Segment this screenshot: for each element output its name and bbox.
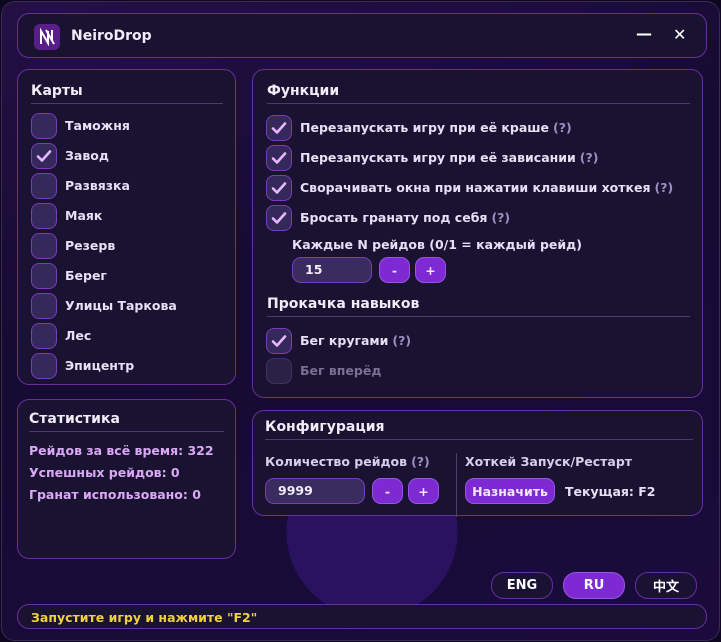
checkbox-label: Берег [65,268,107,283]
raids-plus-button[interactable]: + [408,478,439,504]
minimize-button[interactable]: — [636,24,652,43]
raids-count-label: Количество рейдов (?) [265,454,430,469]
close-button[interactable]: ✕ [673,25,687,44]
checkbox-label: Лес [65,328,92,343]
checkbox[interactable] [31,263,57,289]
checkbox-label: Таможня [65,118,130,133]
checkbox[interactable] [31,203,57,229]
checkmark-icon [271,182,287,194]
help-icon[interactable]: (?) [491,210,511,225]
checkbox[interactable] [266,328,292,354]
stat-total-raids: Рейдов за всё время: 322 [29,443,214,458]
checkbox[interactable] [31,323,57,349]
checkmark-icon [271,152,287,164]
status-text: Запустите игру и нажмите "F2" [31,610,258,625]
stat-grenades-used: Гранат использовано: 0 [29,487,201,502]
help-icon[interactable]: (?) [654,180,674,195]
every-n-minus-button[interactable]: - [379,257,410,283]
checkbox[interactable] [31,143,57,169]
checkmark-icon [271,335,287,347]
help-icon[interactable]: (?) [579,150,599,165]
checkbox[interactable] [266,145,292,171]
checkbox[interactable] [31,353,57,379]
raids-help[interactable]: (?) [411,454,430,469]
language-button[interactable]: 中文 [635,572,697,599]
checkmark-icon [271,212,287,224]
checkbox-label: Развязка [65,178,130,193]
checkbox-label: Бег кругами (?) [300,333,412,348]
current-hotkey: Текущая: F2 [565,484,656,499]
checkbox[interactable] [266,205,292,231]
checkbox[interactable] [31,233,57,259]
raids-minus-button[interactable]: - [372,478,403,504]
checkbox[interactable] [266,115,292,141]
checkbox[interactable] [31,173,57,199]
stats-panel: Статистика Рейдов за всё время: 322 Успе… [17,399,236,559]
app-title: NeiroDrop [71,28,152,44]
app-logo [34,24,60,50]
checkbox-label: Улицы Таркова [65,298,177,313]
checkbox-label: Завод [65,148,109,163]
hotkey-label: Хоткей Запуск/Рестарт [465,454,633,469]
language-button[interactable]: ENG [491,572,553,599]
raids-count-input[interactable]: 9999 [265,478,365,504]
every-n-input[interactable]: 15 [292,257,372,283]
config-title: Конфигурация [265,419,385,435]
every-n-plus-button[interactable]: + [415,257,446,283]
checkbox-label: Перезапускать игру при её краше (?) [300,120,572,135]
checkmark-icon [36,150,52,162]
skills-title: Прокачка навыков [267,296,420,312]
checkbox-label: Бросать гранату под себя (?) [300,210,511,225]
checkbox[interactable] [31,113,57,139]
checkbox-label: Бег вперёд [300,363,382,378]
title-bar: NeiroDrop — ✕ [17,13,707,58]
checkbox-label: Маяк [65,208,103,223]
checkbox[interactable] [31,293,57,319]
every-n-label: Каждые N рейдов (0/1 = каждый рейд) [292,237,582,252]
functions-title: Функции [267,83,340,99]
help-icon[interactable]: (?) [553,120,572,135]
functions-panel: Функции Перезапускать игру при её краше(… [252,69,703,398]
checkbox-label: Перезапускать игру при её зависании (?) [300,150,599,165]
stat-successful-raids: Успешных рейдов: 0 [29,465,180,480]
maps-panel: Карты Таможня Завод Развязка Маяк Резерв… [17,69,236,385]
language-button[interactable]: RU [563,572,625,599]
checkbox[interactable] [266,358,292,384]
checkbox-label: Эпицентр [65,358,135,373]
assign-hotkey-button[interactable]: Назначить [465,478,555,504]
config-panel: Конфигурация Количество рейдов (?) 9999 -… [252,410,703,517]
maps-title: Карты [31,83,83,99]
stats-title: Статистика [29,411,120,427]
checkbox[interactable] [266,175,292,201]
checkmark-icon [271,122,287,134]
checkbox-label: Резерв [65,238,116,253]
help-icon[interactable]: (?) [392,333,412,348]
status-bar: Запустите игру и нажмите "F2" [17,604,707,629]
checkbox-label: Сворачивать окна при нажатии клавиши хот… [300,180,674,195]
